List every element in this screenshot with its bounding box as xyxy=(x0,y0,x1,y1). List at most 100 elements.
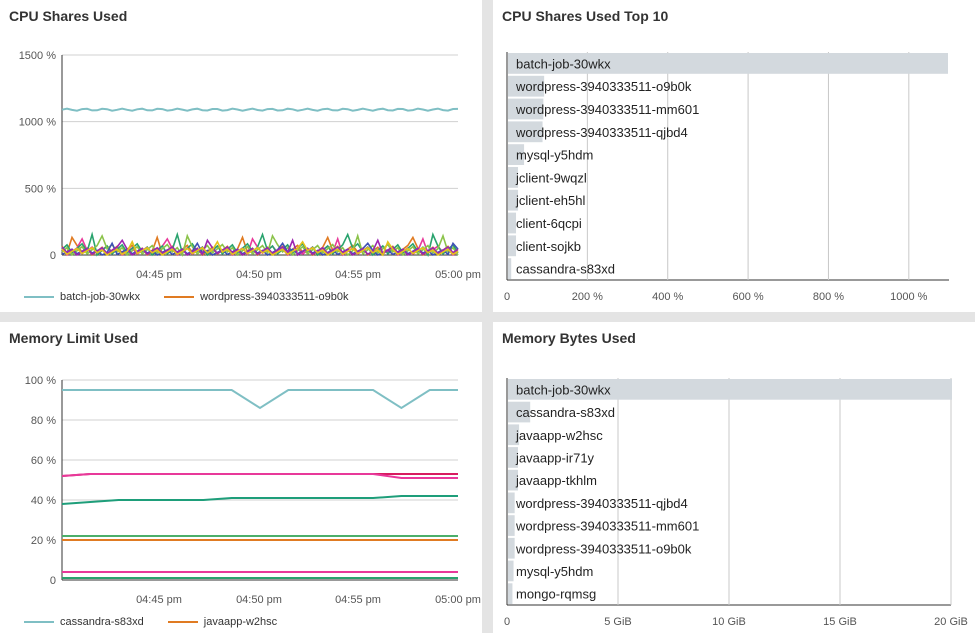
cpu-shares-used-panel: CPU Shares Used 0 500 % 1000 % 1500 % 04:45 … xyxy=(0,0,482,312)
bar-label: wordpress-3940333511-mm601 xyxy=(515,102,699,117)
bar xyxy=(508,189,519,211)
x-tick-label: 04:50 pm xyxy=(236,594,282,606)
cpu-shares-line-chart: 0 500 % 1000 % 1500 % 04:45 pm 04:50 pm 04:55 … xyxy=(19,50,481,281)
y-tick-label: 100 % xyxy=(25,375,56,387)
legend-swatch xyxy=(167,621,198,623)
bar-label: javaapp-w2hsc xyxy=(515,428,603,443)
legend-label: cassandra-s83xd xyxy=(60,616,144,628)
legend-item[interactable]: javaapp-w2hsc xyxy=(167,616,278,628)
bar xyxy=(508,515,515,536)
bar xyxy=(508,560,514,582)
series-line xyxy=(62,389,458,410)
x-tick-label: 10 GiB xyxy=(712,616,746,628)
bar-label: jclient-9wqzl xyxy=(515,170,587,185)
x-tick-label: 200 % xyxy=(572,291,603,303)
bar xyxy=(508,469,518,491)
legend-item[interactable]: cassandra-s83xd xyxy=(24,616,144,628)
bar xyxy=(508,537,515,559)
bar-label: javaapp-ir71y xyxy=(515,450,595,465)
bar xyxy=(508,258,512,279)
x-tick-label: 05:00 pm xyxy=(435,594,481,606)
y-tick-label: 60 % xyxy=(31,455,56,467)
x-tick-label: 20 GiB xyxy=(934,616,968,628)
legend-label: wordpress-3940333511-o9b0k xyxy=(200,291,349,303)
x-tick-label: 04:45 pm xyxy=(136,594,182,606)
bar xyxy=(508,121,543,143)
bar xyxy=(508,447,518,468)
memory-limit-used-panel: Memory Limit Used 0 20 % 40 % 60 % 80 % 100 %… xyxy=(0,322,482,633)
bar-label: wordpress-3940333511-o9b0k xyxy=(515,541,692,556)
x-tick-label: 15 GiB xyxy=(823,616,857,628)
bar-label: wordpress-3940333511-qjbd4 xyxy=(515,125,688,140)
bar-label: cassandra-s83xd xyxy=(516,405,615,420)
bar-label: javaapp-tkhlm xyxy=(515,473,597,488)
panel-title: Memory Bytes Used xyxy=(502,330,636,346)
chart-legend: batch-job-30wkx wordpress-3940333511-o9b… xyxy=(24,291,367,303)
x-tick-label: 0 xyxy=(504,616,510,628)
bar xyxy=(508,379,952,400)
y-tick-label: 1000 % xyxy=(19,117,57,129)
bar-label: mongo-rqmsg xyxy=(516,587,596,602)
bar-label: mysql-y5hdm xyxy=(516,148,593,163)
y-tick-label: 1500 % xyxy=(19,50,57,62)
y-tick-label: 500 % xyxy=(25,183,56,195)
x-tick-label: 04:55 pm xyxy=(335,594,381,606)
bar xyxy=(508,144,525,165)
series-line xyxy=(61,473,458,479)
x-tick-label: 600 % xyxy=(732,291,763,303)
bar xyxy=(508,75,545,97)
bar xyxy=(508,98,544,120)
bar-label: wordpress-3940333511-mm601 xyxy=(515,519,699,534)
y-tick-label: 20 % xyxy=(31,535,56,547)
legend-label: javaapp-w2hsc xyxy=(203,616,278,628)
x-tick-label: 0 xyxy=(504,291,510,303)
series-line xyxy=(61,239,459,257)
x-tick-label: 04:50 pm xyxy=(236,269,282,281)
bar xyxy=(508,212,517,234)
x-tick-label: 5 GiB xyxy=(604,616,632,628)
legend-label: batch-job-30wkx xyxy=(60,291,141,303)
legend-item[interactable]: wordpress-3940333511-o9b0k xyxy=(164,291,349,303)
legend-item[interactable]: batch-job-30wkx xyxy=(24,291,140,303)
y-tick-label: 0 xyxy=(50,575,56,587)
bar xyxy=(508,583,513,604)
panel-title: CPU Shares Used Top 10 xyxy=(502,8,669,24)
series-line xyxy=(61,107,459,112)
cpu-shares-top10-panel: CPU Shares Used Top 10 0 200 % 400 % 600 % 8… xyxy=(493,0,975,312)
y-tick-label: 0 xyxy=(50,250,56,262)
x-tick-label: 04:45 pm xyxy=(136,269,182,281)
memory-bytes-used-panel: Memory Bytes Used 0 5 GiB 10 GiB 15 GiB 20 G… xyxy=(493,322,975,633)
bar xyxy=(508,424,520,446)
bar-label: wordpress-3940333511-o9b0k xyxy=(515,79,692,94)
series-line xyxy=(61,495,458,505)
panel-title: CPU Shares Used xyxy=(9,8,128,24)
bar-label: wordpress-3940333511-qjbd4 xyxy=(515,496,688,511)
bar xyxy=(508,235,517,257)
y-tick-label: 40 % xyxy=(31,495,56,507)
bar-label: jclient-eh5hl xyxy=(515,193,585,208)
bar-label: client-6qcpi xyxy=(516,216,582,231)
x-tick-label: 800 % xyxy=(813,291,844,303)
x-tick-label: 400 % xyxy=(652,291,683,303)
bar-label: mysql-y5hdm xyxy=(516,564,593,579)
y-tick-label: 80 % xyxy=(31,415,56,427)
bar-label: client-sojkb xyxy=(516,239,581,254)
x-tick-label: 1000 % xyxy=(890,291,928,303)
bar xyxy=(508,401,531,423)
series-line xyxy=(61,233,459,257)
memory-limit-line-chart: 0 20 % 40 % 60 % 80 % 100 % 04:45 pm 04:50 pm 04… xyxy=(25,375,481,606)
memory-bytes-bar-chart: 0 5 GiB 10 GiB 15 GiB 20 GiB batch-job-30wkx c… xyxy=(504,378,968,628)
bar-label: cassandra-s83xd xyxy=(516,262,615,277)
bar xyxy=(508,492,515,514)
x-tick-label: 05:00 pm xyxy=(435,269,481,281)
legend-swatch xyxy=(24,296,54,298)
cpu-shares-top10-bar-chart: 0 200 % 400 % 600 % 800 % 1000 % batch-job-30w… xyxy=(504,52,949,303)
panel-title: Memory Limit Used xyxy=(9,330,139,346)
bar xyxy=(508,53,948,74)
bar xyxy=(508,167,519,188)
legend-swatch xyxy=(24,621,54,623)
bar-label: batch-job-30wkx xyxy=(516,382,611,397)
chart-legend: cassandra-s83xd javaapp-w2hsc xyxy=(24,616,295,628)
x-tick-label: 04:55 pm xyxy=(335,269,381,281)
bar-label: batch-job-30wkx xyxy=(516,56,611,71)
